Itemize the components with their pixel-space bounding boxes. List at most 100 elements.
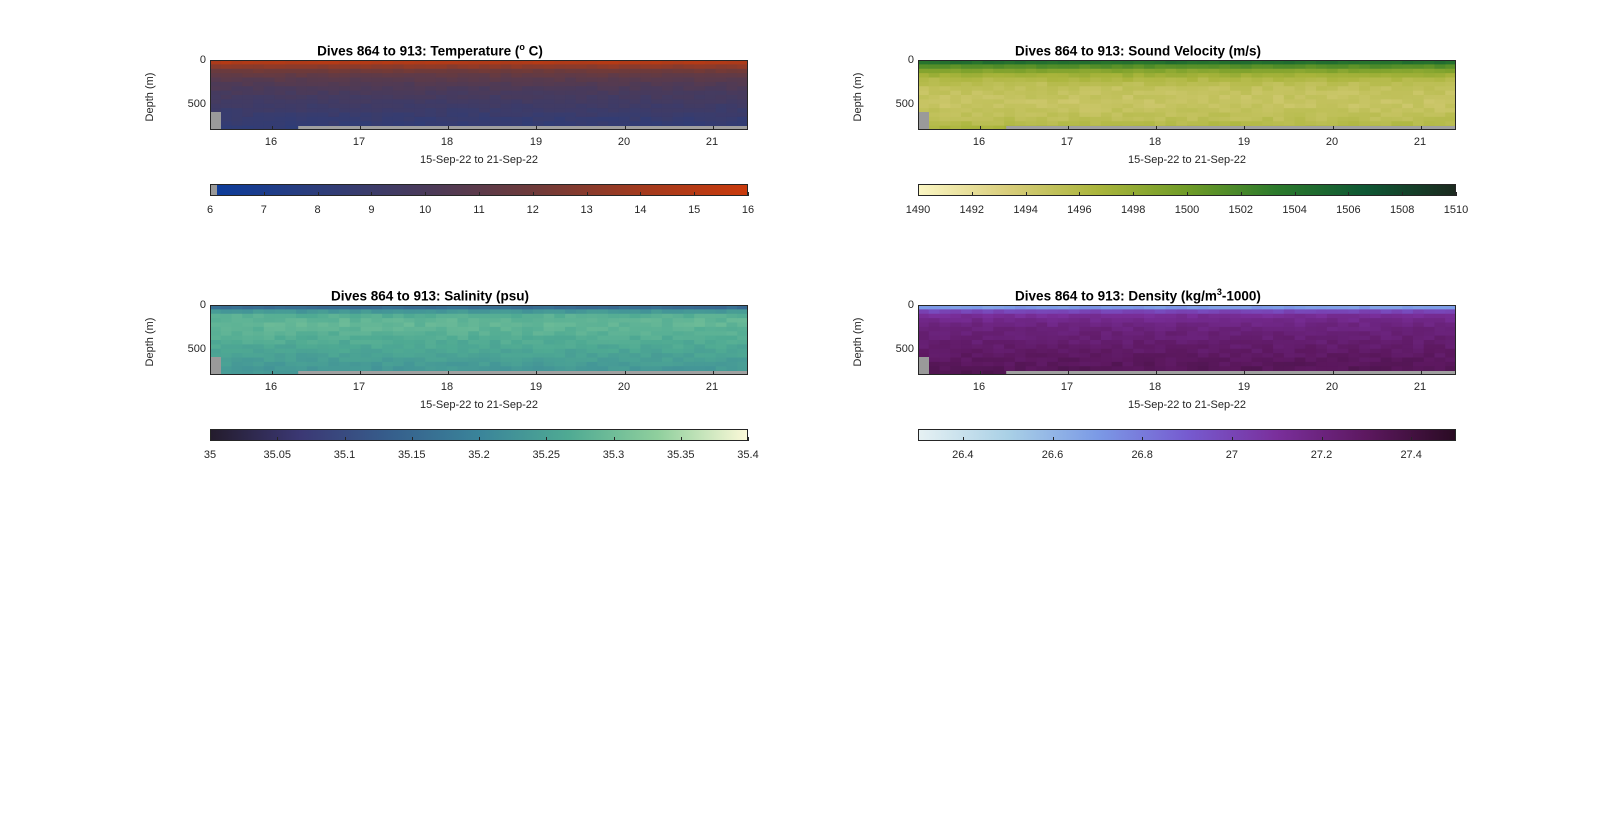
heatmap-cell	[1025, 322, 1037, 328]
heatmap-cell	[231, 348, 243, 354]
heatmap-cell	[220, 348, 233, 354]
heatmap-cell	[618, 60, 631, 65]
heatmap-cell	[1445, 326, 1456, 332]
heatmap-cell	[306, 313, 319, 319]
heatmap-cell	[360, 305, 372, 310]
heatmap-cell	[586, 322, 598, 328]
heatmap-cell	[1230, 90, 1242, 96]
heatmap-cell	[918, 353, 930, 359]
heatmap-cell	[1359, 103, 1371, 109]
heatmap-cell	[253, 335, 265, 341]
heatmap-cell	[1187, 103, 1199, 109]
heatmap-cell	[543, 322, 555, 328]
heatmap-cell	[1412, 95, 1425, 100]
heatmap-cell	[1154, 313, 1167, 319]
heatmap-cell	[360, 357, 372, 363]
heatmap-cell	[672, 95, 685, 100]
heatmap-cell	[575, 121, 588, 127]
heatmap-cell	[1143, 326, 1156, 332]
heatmap-cell	[608, 73, 620, 79]
heatmap-cell	[704, 335, 717, 341]
heatmap-cell	[1337, 68, 1349, 74]
heatmap-cell	[1090, 121, 1102, 127]
heatmap-cell	[1391, 81, 1403, 87]
heatmap-cell	[339, 340, 351, 345]
heatmap-cell	[414, 357, 426, 363]
heatmap-cell	[608, 103, 620, 109]
heatmap-cell	[1380, 108, 1393, 114]
heatmap-cell	[1025, 81, 1037, 87]
heatmap-cell	[489, 121, 502, 127]
heatmap-cell	[1004, 318, 1016, 324]
heatmap-cell	[961, 86, 973, 92]
heatmap-cell	[1208, 60, 1220, 65]
heatmap-cell	[554, 340, 566, 345]
heatmap-cell	[522, 99, 534, 105]
heatmap-cell	[1445, 318, 1456, 324]
heatmap-cell	[1262, 353, 1274, 359]
heatmap-cell	[1079, 309, 1091, 315]
heatmap-cell	[1283, 348, 1296, 354]
heatmap-cell	[253, 313, 265, 319]
heatmap-cell	[339, 309, 351, 315]
heatmap-cell	[489, 309, 502, 315]
heatmap-cell	[1143, 73, 1156, 79]
heatmap-cell	[317, 344, 329, 350]
heatmap-cell	[446, 90, 459, 96]
heatmap-cell	[1133, 60, 1145, 65]
heatmap-cell	[1154, 73, 1167, 79]
heatmap-cell	[403, 108, 416, 114]
heatmap-cell	[532, 348, 545, 354]
heatmap-cell	[392, 99, 405, 105]
heatmap-cell	[1348, 331, 1360, 337]
heatmap-cell	[597, 60, 609, 65]
heatmap-cell	[939, 103, 951, 109]
heatmap-cell	[694, 116, 706, 122]
heatmap-cell	[1165, 60, 1177, 65]
heatmap-cell	[500, 116, 512, 122]
heatmap-cell	[1359, 361, 1371, 367]
heatmap-cell	[651, 99, 663, 105]
heatmap-cell	[1004, 344, 1016, 350]
heatmap-cell	[1122, 309, 1134, 315]
heatmap-cell	[971, 335, 984, 341]
heatmap-cell	[1369, 357, 1382, 363]
x-tick-mark	[1332, 371, 1334, 375]
heatmap-cell	[1240, 344, 1253, 350]
heatmap-cell	[586, 112, 598, 118]
no-data-region	[1006, 371, 1456, 375]
heatmap-cell	[694, 335, 706, 341]
heatmap-cell	[296, 103, 308, 109]
heatmap-cell	[597, 305, 609, 310]
heatmap-cell	[349, 305, 362, 310]
heatmap-cell	[1240, 81, 1253, 87]
heatmap-cell	[1025, 60, 1037, 65]
heatmap-cell	[1208, 103, 1220, 109]
heatmap-cell	[435, 305, 448, 310]
heatmap-cell	[629, 112, 641, 118]
heatmap-cell	[1445, 95, 1456, 100]
heatmap-cell	[446, 361, 459, 367]
heatmap-cell	[629, 313, 641, 319]
heatmap-cell	[672, 331, 685, 337]
heatmap-cell	[672, 121, 685, 127]
heatmap-cell	[597, 313, 609, 319]
heatmap-cell	[1294, 73, 1306, 79]
heatmap-cell	[575, 68, 588, 74]
heatmap-cell	[1348, 116, 1360, 122]
heatmap-cell	[274, 366, 286, 372]
heatmap-cell	[1230, 318, 1242, 324]
heatmap-cell	[618, 331, 631, 337]
heatmap-cell	[425, 318, 437, 324]
heatmap-cell	[1122, 81, 1134, 87]
heatmap-cell	[1369, 318, 1382, 324]
heatmap-cell	[1090, 353, 1102, 359]
heatmap-cell	[543, 73, 555, 79]
heatmap-cell	[1230, 99, 1242, 105]
heatmap-cell	[928, 361, 941, 367]
heatmap-cell	[349, 103, 362, 109]
heatmap-cell	[425, 103, 437, 109]
heatmap-cell	[1294, 366, 1306, 372]
heatmap-cell	[446, 309, 459, 315]
heatmap-cell	[382, 77, 394, 83]
